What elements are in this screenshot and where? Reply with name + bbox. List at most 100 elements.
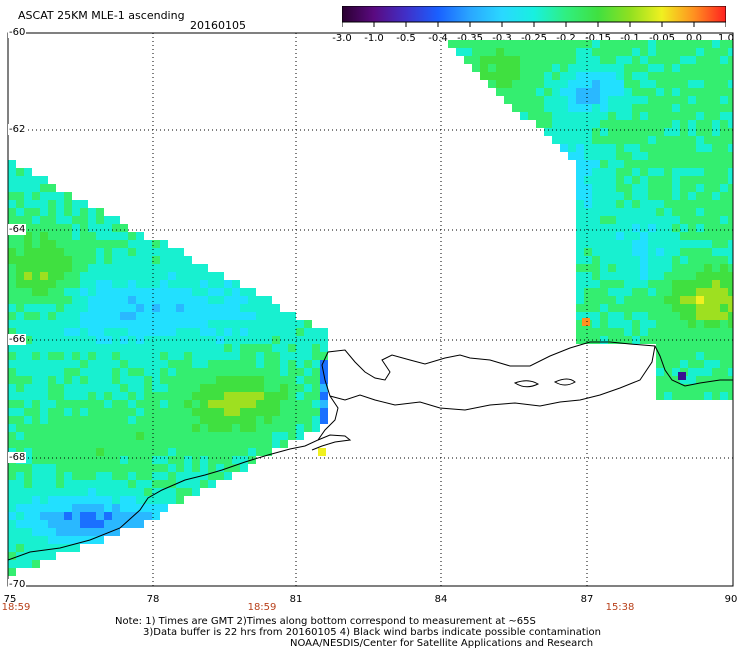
swath-cell [104, 280, 112, 288]
swath-cell [144, 488, 152, 496]
swath-cell [664, 304, 672, 312]
swath-cell [656, 328, 664, 336]
swath-cell [216, 456, 224, 464]
swath-cell [600, 160, 608, 168]
swath-cell [664, 192, 672, 200]
swath-cell [184, 376, 192, 384]
swath-cell [600, 320, 608, 328]
swath-cell [632, 288, 640, 296]
swath-cell [576, 192, 584, 200]
swath-cell [264, 432, 272, 440]
swath-cell [256, 440, 264, 448]
swath-cell [248, 296, 256, 304]
swath-cell [56, 272, 64, 280]
swath-cell [192, 368, 200, 376]
swath-cell [240, 320, 248, 328]
swath-cell [24, 464, 32, 472]
swath-cell [600, 200, 608, 208]
swath-cell [128, 488, 136, 496]
swath-cell [680, 224, 688, 232]
swath-cell [88, 488, 96, 496]
swath-cell [632, 232, 640, 240]
swath-cell [152, 424, 160, 432]
swath-cell [48, 464, 56, 472]
swath-cell [8, 376, 16, 384]
swath-cell [192, 480, 200, 488]
swath-cell [264, 368, 272, 376]
swath-cell [232, 432, 240, 440]
swath-cell [272, 432, 280, 440]
swath-cell [608, 192, 616, 200]
swath-cell [520, 104, 528, 112]
swath-cell [16, 240, 24, 248]
swath-cell [184, 392, 192, 400]
lat-label-60: -60 [8, 27, 27, 38]
swath-cell [272, 360, 280, 368]
swath-cell [656, 360, 664, 368]
swath-cell [144, 344, 152, 352]
swath-cell [184, 464, 192, 472]
swath-cell [168, 376, 176, 384]
swath-cell [128, 312, 136, 320]
swath-cell [72, 512, 80, 520]
swath-cell [704, 88, 712, 96]
swath-cell [136, 480, 144, 488]
swath-cell [128, 344, 136, 352]
swath-cell [120, 456, 128, 464]
swath-cell [144, 368, 152, 376]
swath-cell [56, 432, 64, 440]
swath-cell [208, 392, 216, 400]
swath-cell [208, 312, 216, 320]
swath-cell [680, 296, 688, 304]
swath-cell [656, 264, 664, 272]
swath-cell [696, 136, 704, 144]
swath-cell [8, 168, 16, 176]
swath-cell [528, 104, 536, 112]
swath-cell [8, 440, 16, 448]
swath-cell [160, 448, 168, 456]
swath-cell [8, 400, 16, 408]
swath-cell [512, 56, 520, 64]
swath-cell [624, 296, 632, 304]
swath-cell [616, 232, 624, 240]
swath-cell [600, 248, 608, 256]
swath-cell [640, 224, 648, 232]
swath-cell [664, 272, 672, 280]
swath-cell [672, 48, 680, 56]
swath-cell [560, 64, 568, 72]
swath-cell [64, 384, 72, 392]
swath-cell [56, 248, 64, 256]
swath-cell [504, 56, 512, 64]
swath-cell [552, 136, 560, 144]
swath-cell [192, 432, 200, 440]
swath-cell [624, 224, 632, 232]
swath-cell [576, 72, 584, 80]
swath-cell [112, 320, 120, 328]
swath-cell [24, 312, 32, 320]
swath-cell [512, 48, 520, 56]
swath-cell [640, 320, 648, 328]
swath-cell [96, 480, 104, 488]
swath-cell [48, 264, 56, 272]
swath-cell [672, 88, 680, 96]
swath-cell [128, 464, 136, 472]
swath-cell [160, 256, 168, 264]
swath-cell [72, 528, 80, 536]
swath-cell [120, 464, 128, 472]
swath-cell [632, 48, 640, 56]
swath-cell [320, 328, 328, 336]
swath-cell [608, 88, 616, 96]
swath-cell [664, 64, 672, 72]
swath-cell [8, 568, 16, 576]
swath-cell [680, 184, 688, 192]
swath-cell [152, 448, 160, 456]
swath-cell [632, 224, 640, 232]
swath-cell [8, 288, 16, 296]
swath-cell [608, 144, 616, 152]
swath-cell [48, 384, 56, 392]
swath-cell [16, 320, 24, 328]
swath-cell [112, 216, 120, 224]
swath-cell [680, 96, 688, 104]
swath-cell [320, 400, 328, 408]
swath-cell [152, 240, 160, 248]
